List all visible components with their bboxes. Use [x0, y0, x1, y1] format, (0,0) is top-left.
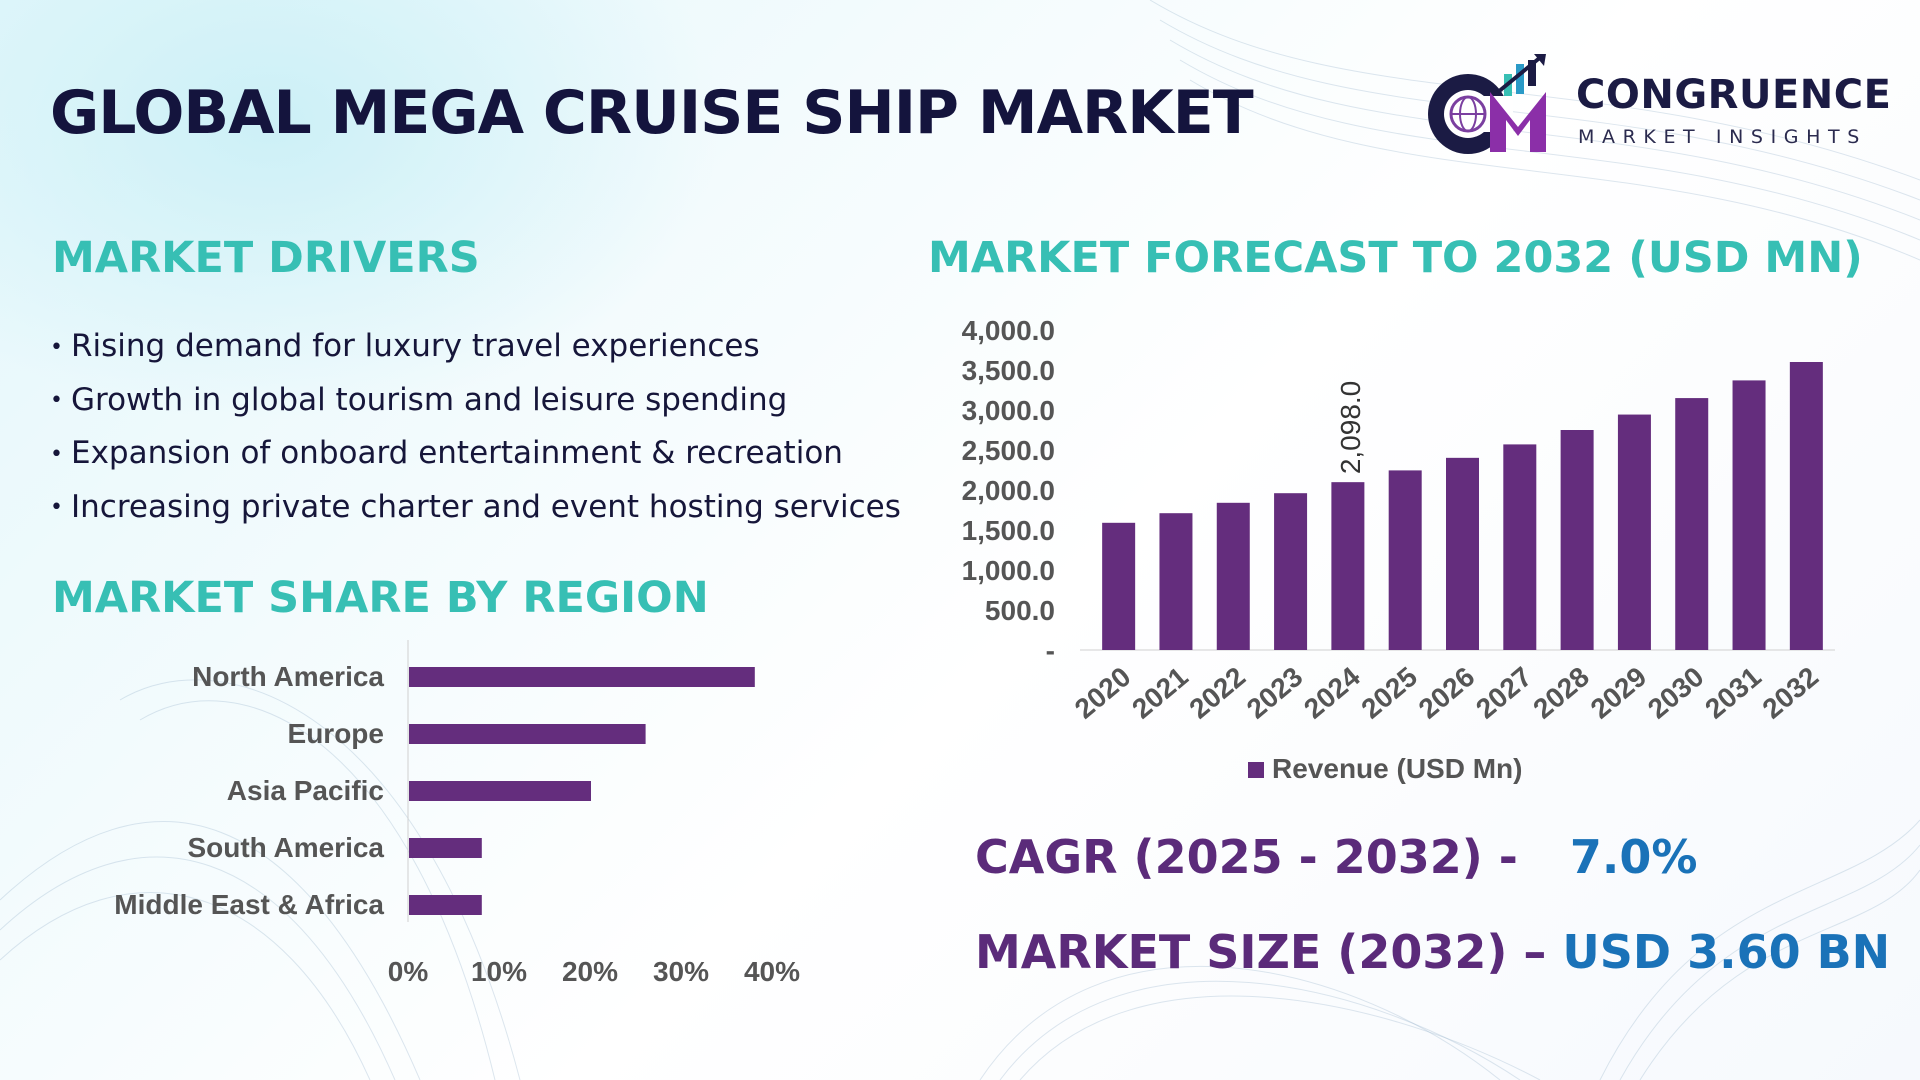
forecast-x-tick: 2028 — [1527, 661, 1595, 725]
legend-swatch — [1248, 762, 1264, 778]
region-category-label: Middle East & Africa — [114, 889, 384, 920]
region-share-chart: North America Europe Asia Pacific South Ame… — [114, 640, 800, 987]
forecast-bar — [1789, 362, 1823, 650]
forecast-bar — [1388, 470, 1422, 650]
region-bar — [409, 724, 646, 744]
forecast-x-tick: 2020 — [1069, 661, 1137, 725]
market-size-kpi: MARKET SIZE (2032) – USD 3.60 BN — [975, 925, 1890, 979]
forecast-bar — [1560, 430, 1594, 650]
driver-item: • Expansion of onboard entertainment & re… — [50, 435, 843, 471]
forecast-bar — [1102, 522, 1136, 650]
page-title: GLOBAL MEGA CRUISE SHIP MARKET — [50, 78, 1254, 148]
forecast-x-tick: 2032 — [1757, 661, 1825, 725]
region-category-label: Europe — [288, 718, 384, 749]
market-size-value: USD 3.60 BN — [1562, 925, 1891, 979]
forecast-bar — [1274, 493, 1308, 650]
region-bar — [409, 895, 482, 915]
logo-mark-icon — [1428, 54, 1546, 154]
region-bar — [409, 667, 755, 687]
region-category-label: Asia Pacific — [227, 775, 384, 806]
driver-item: • Increasing private charter and event ho… — [50, 488, 901, 525]
cagr-value: 7.0% — [1569, 830, 1698, 884]
drivers-heading: MARKET DRIVERS — [52, 233, 480, 283]
region-bar — [409, 781, 591, 801]
forecast-x-tick: 2029 — [1585, 661, 1653, 725]
forecast-bar — [1216, 502, 1250, 650]
forecast-y-tick: 1,500.0 — [962, 515, 1055, 546]
drivers-list: • Rising demand for luxury travel experie… — [50, 320, 901, 534]
forecast-y-tick: 2,000.0 — [962, 475, 1055, 506]
forecast-x-tick: 2030 — [1642, 661, 1710, 725]
region-x-tick: 40% — [744, 956, 800, 987]
logo-name: CONGRUENCE — [1576, 72, 1892, 118]
forecast-x-tick: 2031 — [1699, 661, 1767, 725]
region-category-label: North America — [192, 661, 384, 692]
forecast-x-tick: 2023 — [1241, 661, 1309, 725]
forecast-y-tick: 500.0 — [985, 595, 1055, 626]
region-x-tick: 20% — [562, 956, 618, 987]
forecast-x-tick: 2026 — [1413, 661, 1481, 725]
forecast-bar — [1331, 482, 1365, 650]
forecast-bar — [1732, 380, 1766, 650]
brand-logo: CONGRUENCE MARKET INSIGHTS — [1418, 52, 1892, 162]
forecast-heading: MARKET FORECAST TO 2032 (USD MN) — [928, 233, 1863, 283]
region-heading: MARKET SHARE BY REGION — [52, 573, 709, 623]
forecast-data-label: 2,098.0 — [1335, 381, 1366, 474]
forecast-bar — [1446, 457, 1479, 650]
market-size-label: MARKET SIZE (2032) – — [975, 925, 1547, 979]
forecast-bar — [1503, 444, 1537, 650]
forecast-bar — [1675, 398, 1709, 650]
region-category-label: South America — [187, 832, 384, 863]
forecast-chart: - 500.0 1,000.0 1,500.0 2,000.0 2,500.0 3,000.… — [962, 315, 1835, 784]
forecast-x-tick: 2022 — [1183, 661, 1251, 725]
forecast-x-tick: 2027 — [1470, 661, 1538, 725]
forecast-y-tick: 3,500.0 — [962, 355, 1055, 386]
cagr-label: CAGR (2025 - 2032) - — [975, 830, 1518, 884]
region-x-tick: 30% — [653, 956, 709, 987]
driver-item: • Rising demand for luxury travel experie… — [50, 328, 760, 364]
forecast-y-tick: 2,500.0 — [962, 435, 1055, 466]
region-x-tick: 10% — [471, 956, 527, 987]
forecast-y-tick: 3,000.0 — [962, 395, 1055, 426]
forecast-x-tick: 2025 — [1355, 661, 1423, 725]
logo-tagline: MARKET INSIGHTS — [1578, 126, 1867, 148]
cagr-kpi: CAGR (2025 - 2032) - 7.0% — [975, 830, 1697, 884]
region-x-tick: 0% — [388, 956, 429, 987]
forecast-x-tick: 2024 — [1298, 661, 1366, 725]
forecast-x-tick: 2021 — [1126, 661, 1194, 725]
legend-label: Revenue (USD Mn) — [1272, 753, 1522, 784]
forecast-bar — [1617, 414, 1651, 650]
forecast-y-tick: 4,000.0 — [962, 315, 1055, 346]
driver-item: • Growth in global tourism and leisure sp… — [50, 381, 788, 418]
forecast-y-tick: 1,000.0 — [962, 555, 1055, 586]
region-bar — [409, 838, 482, 858]
forecast-y-tick: - — [1046, 635, 1055, 666]
forecast-bar — [1159, 513, 1193, 650]
